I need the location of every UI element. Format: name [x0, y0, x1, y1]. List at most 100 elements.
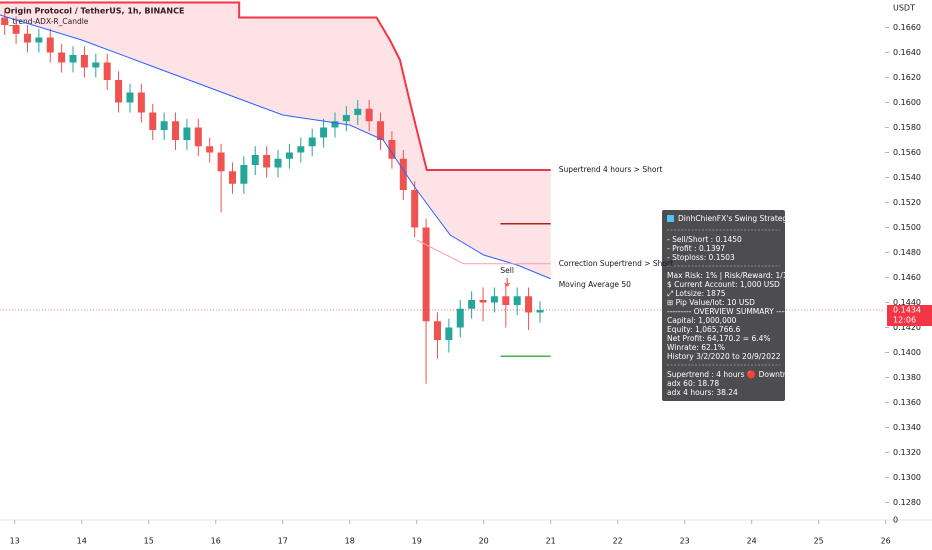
signal-arrow: [504, 278, 511, 287]
y-tick-label: 0.1500: [893, 223, 921, 232]
info-line: --------- OVERVIEW SUMMARY ---------: [667, 307, 801, 316]
indicator-line: [0, 14, 551, 280]
candle-body: [411, 190, 419, 228]
candle-body: [92, 62, 100, 68]
candle-body: [172, 121, 180, 140]
candle-body: [320, 127, 328, 138]
flag-icon: [667, 215, 674, 222]
symbol-title: Origin Protocol / TetherUS, 1h, BINANCE: [4, 7, 184, 16]
info-line: Capital: 1,000,000: [667, 316, 737, 325]
candle-body: [354, 108, 362, 115]
info-line: History 3/2/2020 to 20/9/2022: [667, 352, 781, 361]
info-line: Winrate: 62.1%: [667, 343, 725, 352]
candle-body: [35, 37, 43, 43]
candle-body: [183, 127, 191, 140]
price-tag-countdown: 12:06: [893, 316, 916, 325]
candle-body: [137, 92, 145, 113]
y-tick-label: 0.1460: [893, 273, 921, 282]
info-line: adx 60: 18.78: [667, 379, 719, 388]
plot: [0, 1, 885, 384]
x-tick-label: 19: [412, 537, 422, 546]
candle-body: [217, 152, 225, 172]
indicator-name: S_trend-ADX-R_Candle: [4, 17, 89, 26]
candle-body: [422, 227, 430, 322]
x-tick-label: 17: [278, 537, 288, 546]
line-label: Moving Average 50: [559, 280, 631, 289]
info-line: Max Risk: 1% | Risk/Reward: 1/1: [667, 271, 788, 280]
x-tick-label: 13: [10, 537, 20, 546]
candle-body: [490, 296, 498, 303]
candle-body: [251, 155, 259, 165]
y-tick-label: 0.1360: [893, 398, 921, 407]
x-tick-label: 22: [613, 537, 623, 546]
info-line: - Profit : 0.1397: [667, 244, 725, 253]
y-tick-label: 0.1540: [893, 173, 921, 182]
y-tick-label: 0.1560: [893, 148, 921, 157]
y-tick-label: 0.1520: [893, 198, 921, 207]
candle-body: [365, 108, 373, 122]
candle-body: [331, 121, 339, 128]
candle-body: [456, 308, 464, 328]
x-tick-label: 20: [479, 537, 489, 546]
y-tick-label: 0.1400: [893, 348, 921, 357]
candle-body: [388, 140, 396, 159]
y-tick-label: 0.1280: [893, 498, 921, 507]
y-tick-label: 0.1300: [893, 473, 921, 482]
candle-body: [285, 152, 293, 159]
info-line: ⤢ Lotsize: 1875: [666, 289, 726, 298]
candle-body: [240, 165, 248, 184]
y-tick-label: 0.1640: [893, 48, 921, 57]
info-line: Net Profit: 64,170.2 = 6.4%: [667, 334, 771, 343]
candle-body: [536, 310, 544, 313]
x-tick-label: 26: [881, 537, 891, 546]
candle-body: [69, 55, 77, 63]
candle-body: [1, 17, 9, 25]
candle-body: [23, 33, 31, 43]
candle-body: [149, 112, 157, 130]
y-tick-label: 0.1420: [893, 323, 921, 332]
candle-body: [194, 127, 202, 147]
price-tag-value: 0.1434: [893, 306, 921, 315]
candle-body: [58, 52, 66, 63]
info-title: DinhChienFX's Swing Strategy: [678, 214, 792, 223]
x-tick-label: 24: [747, 537, 757, 546]
candle-body: [46, 37, 54, 53]
indicator-line: [416, 239, 551, 265]
candle-body: [12, 25, 20, 34]
candle-body: [160, 121, 168, 130]
y-tick-label: 0.1600: [893, 98, 921, 107]
candle-body: [377, 121, 385, 140]
candle-body: [297, 146, 305, 153]
band-fill: [0, 2, 551, 279]
y-tick-label: 0.1320: [893, 448, 921, 457]
x-tick-label: 18: [345, 537, 355, 546]
info-line: $ Current Account: 1,000 USD: [667, 280, 780, 289]
candle-body: [308, 137, 316, 147]
x-tick-label: 25: [814, 537, 824, 546]
signal-label: Sell: [500, 266, 514, 275]
x-tick-label: 15: [144, 537, 154, 546]
currency: USDT: [893, 4, 915, 13]
candle-body: [525, 296, 533, 313]
line-label: Supertrend 4 hours > Short: [559, 165, 663, 174]
info-line: - Sell/Short : 0.1450: [667, 235, 742, 244]
candle-body: [263, 155, 271, 168]
y-tick-label: 0.1340: [893, 423, 921, 432]
corner-label: 0: [893, 516, 898, 525]
y-tick-label: 0.1660: [893, 23, 921, 32]
x-tick-label: 16: [211, 537, 221, 546]
candle-body: [80, 55, 88, 68]
info-line: Supertrend : 4 hours 🔴 Downtrend: [667, 370, 800, 379]
candle-body: [433, 321, 441, 340]
candle-body: [126, 92, 134, 103]
y-tick-label: 0.1620: [893, 73, 921, 82]
info-line: adx 4 hours: 38.24: [667, 388, 738, 397]
candle-body: [228, 171, 236, 184]
info-line: ⊞ Pip Value/lot: 10 USD: [667, 298, 755, 307]
info-box: [662, 210, 785, 401]
candle-body: [513, 296, 521, 305]
candle-body: [274, 158, 282, 168]
candle-body: [479, 300, 487, 303]
